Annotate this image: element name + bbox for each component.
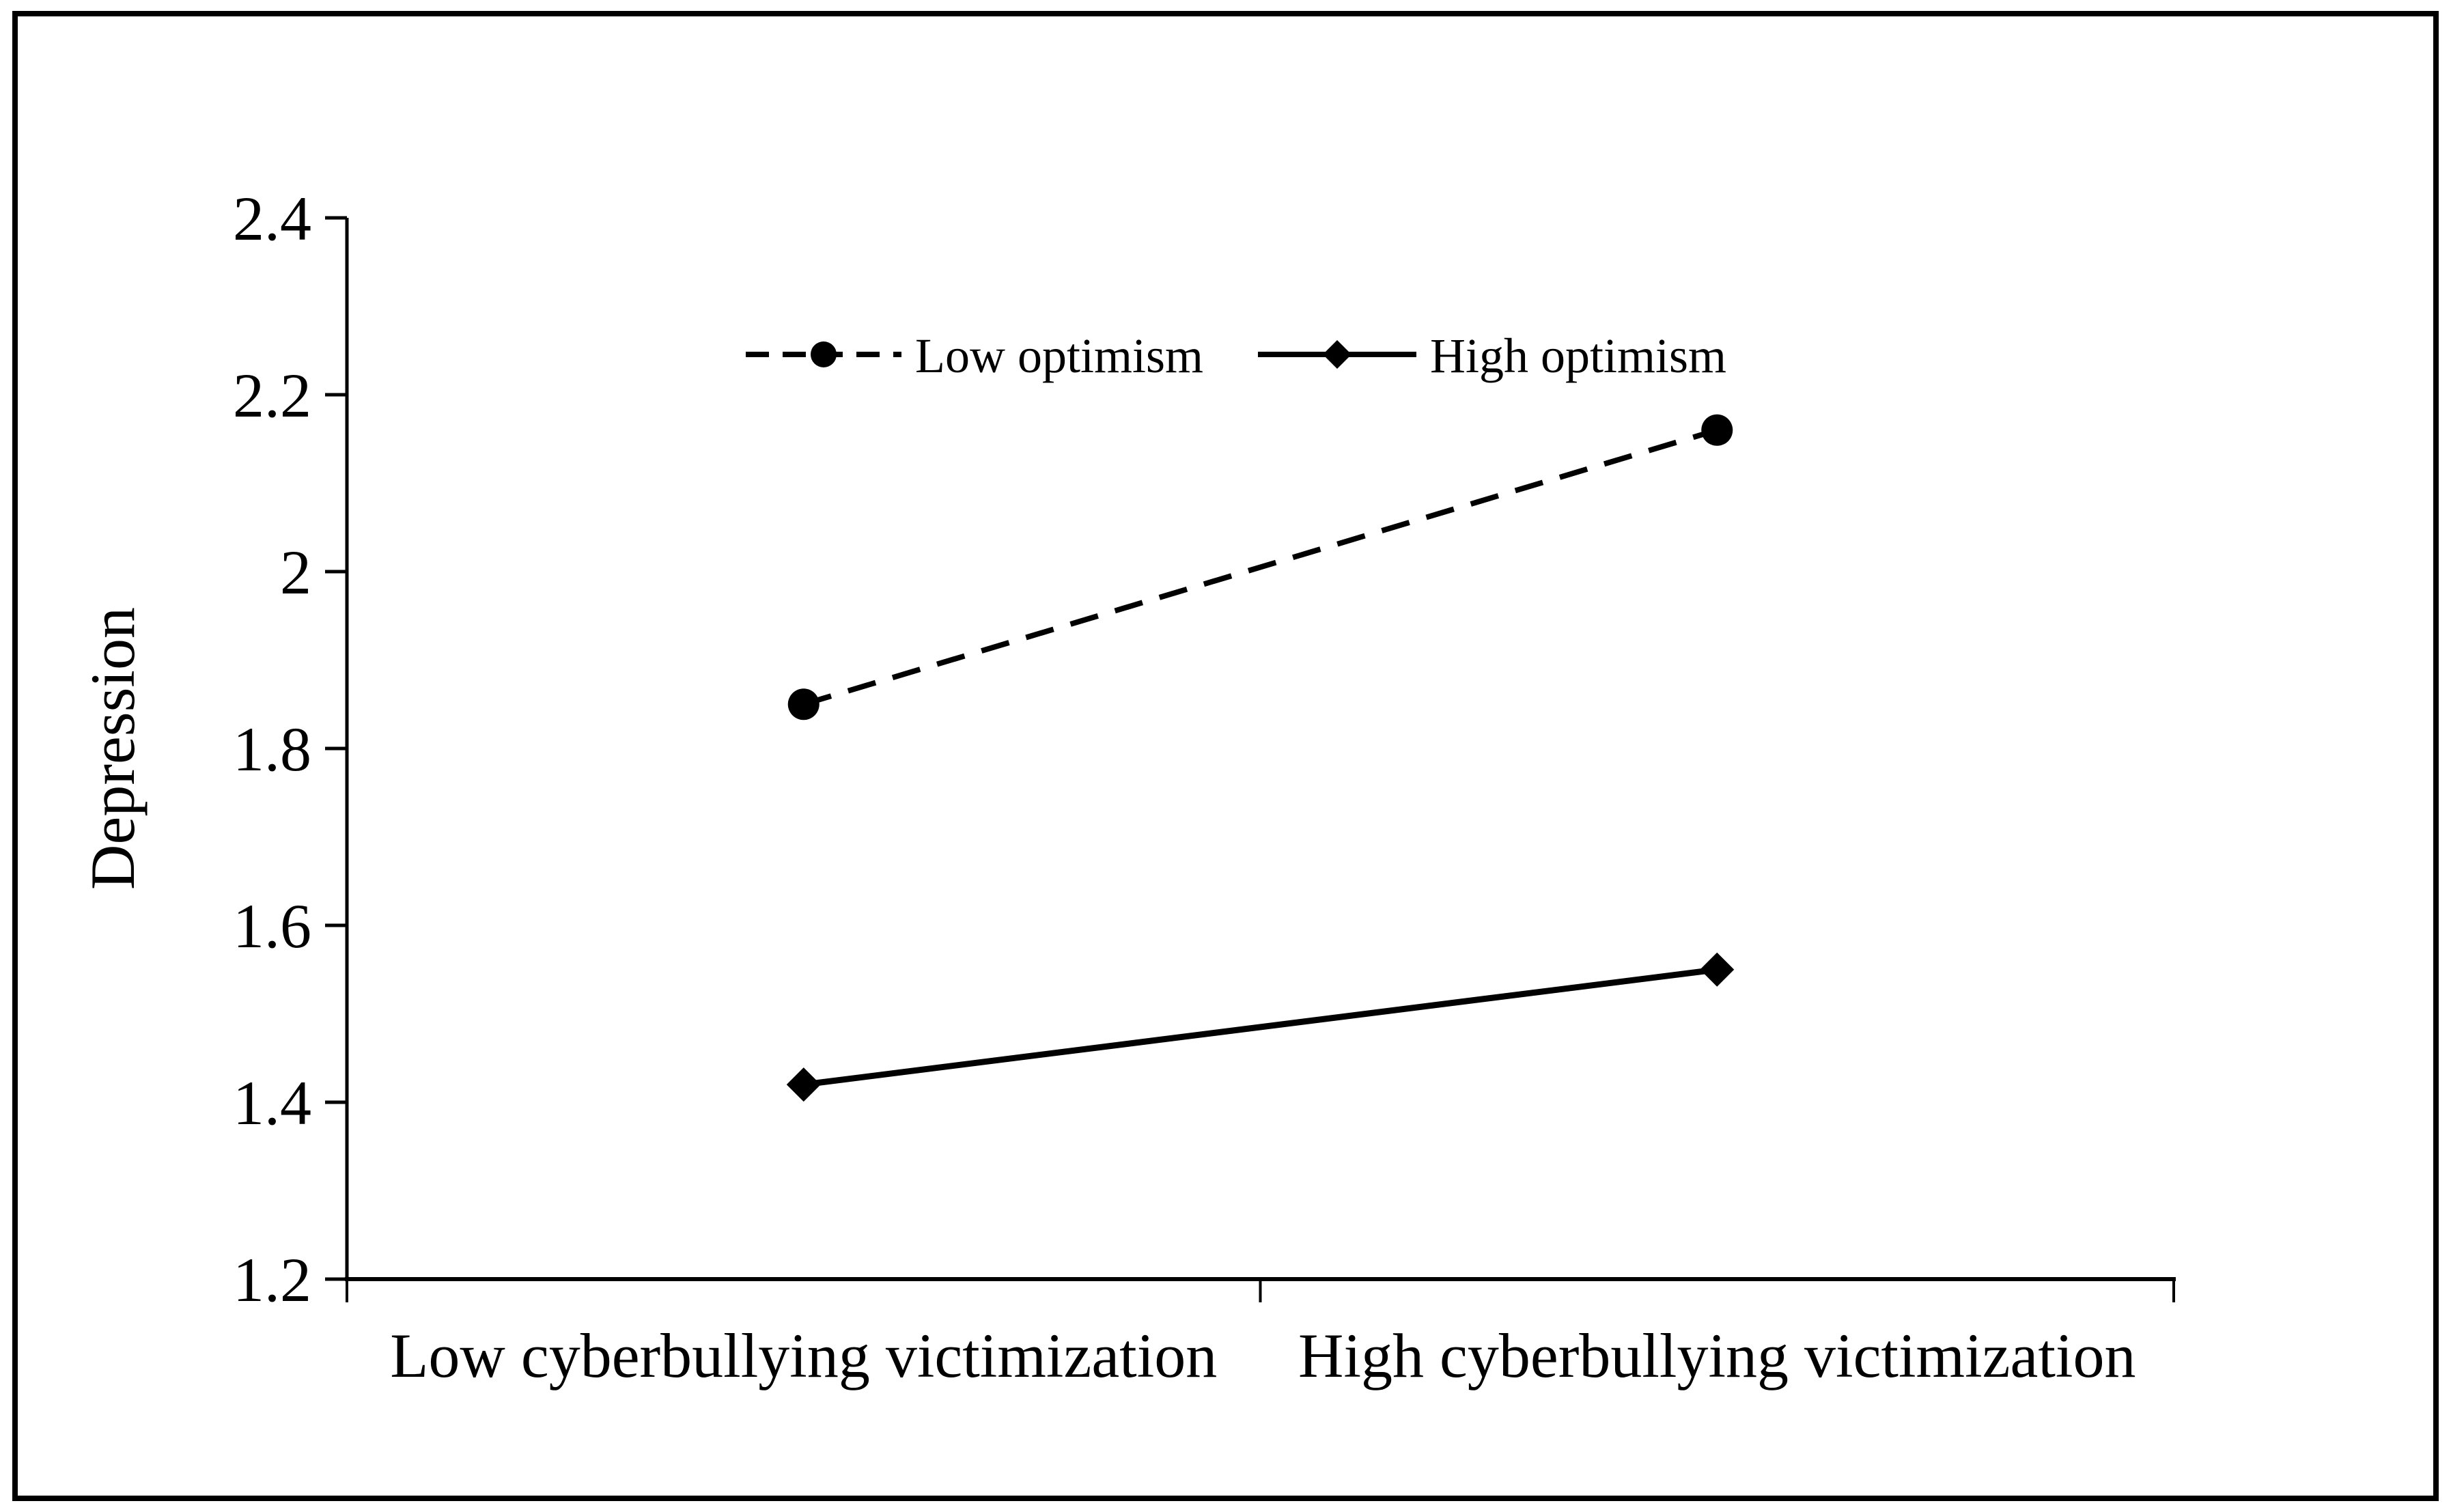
y-tick-label-3: 1.8 bbox=[233, 714, 311, 784]
series-low-optimism-marker-1 bbox=[1701, 414, 1733, 446]
x-category-label-0: Low cyberbullying victimization bbox=[390, 1321, 1217, 1390]
series-high-optimism-marker-1 bbox=[1700, 952, 1735, 987]
y-tick-label-1: 2.2 bbox=[233, 361, 311, 430]
series-low-optimism-line bbox=[802, 427, 1718, 708]
y-tick-label-4: 1.6 bbox=[233, 891, 311, 961]
y-tick-label-2: 2 bbox=[280, 537, 311, 607]
figure-border bbox=[12, 11, 2439, 1501]
series-high-optimism-marker-0 bbox=[786, 1067, 821, 1102]
legend-diamond-icon bbox=[1323, 340, 1351, 369]
legend-circle-icon bbox=[811, 341, 837, 367]
legend-label-low-optimism: Low optimism bbox=[915, 328, 1203, 383]
y-tick-label-0: 2.4 bbox=[233, 184, 311, 253]
y-axis-title: Depression bbox=[78, 607, 148, 890]
legend-label-high-optimism: High optimism bbox=[1430, 328, 1726, 383]
y-tick-label-5: 1.4 bbox=[233, 1068, 311, 1138]
y-tick-label-6: 1.2 bbox=[233, 1245, 311, 1315]
series-high-optimism-line bbox=[803, 966, 1718, 1088]
series-low-optimism-marker-0 bbox=[787, 688, 820, 720]
x-category-label-1: High cyberbullying victimization bbox=[1298, 1321, 2135, 1390]
